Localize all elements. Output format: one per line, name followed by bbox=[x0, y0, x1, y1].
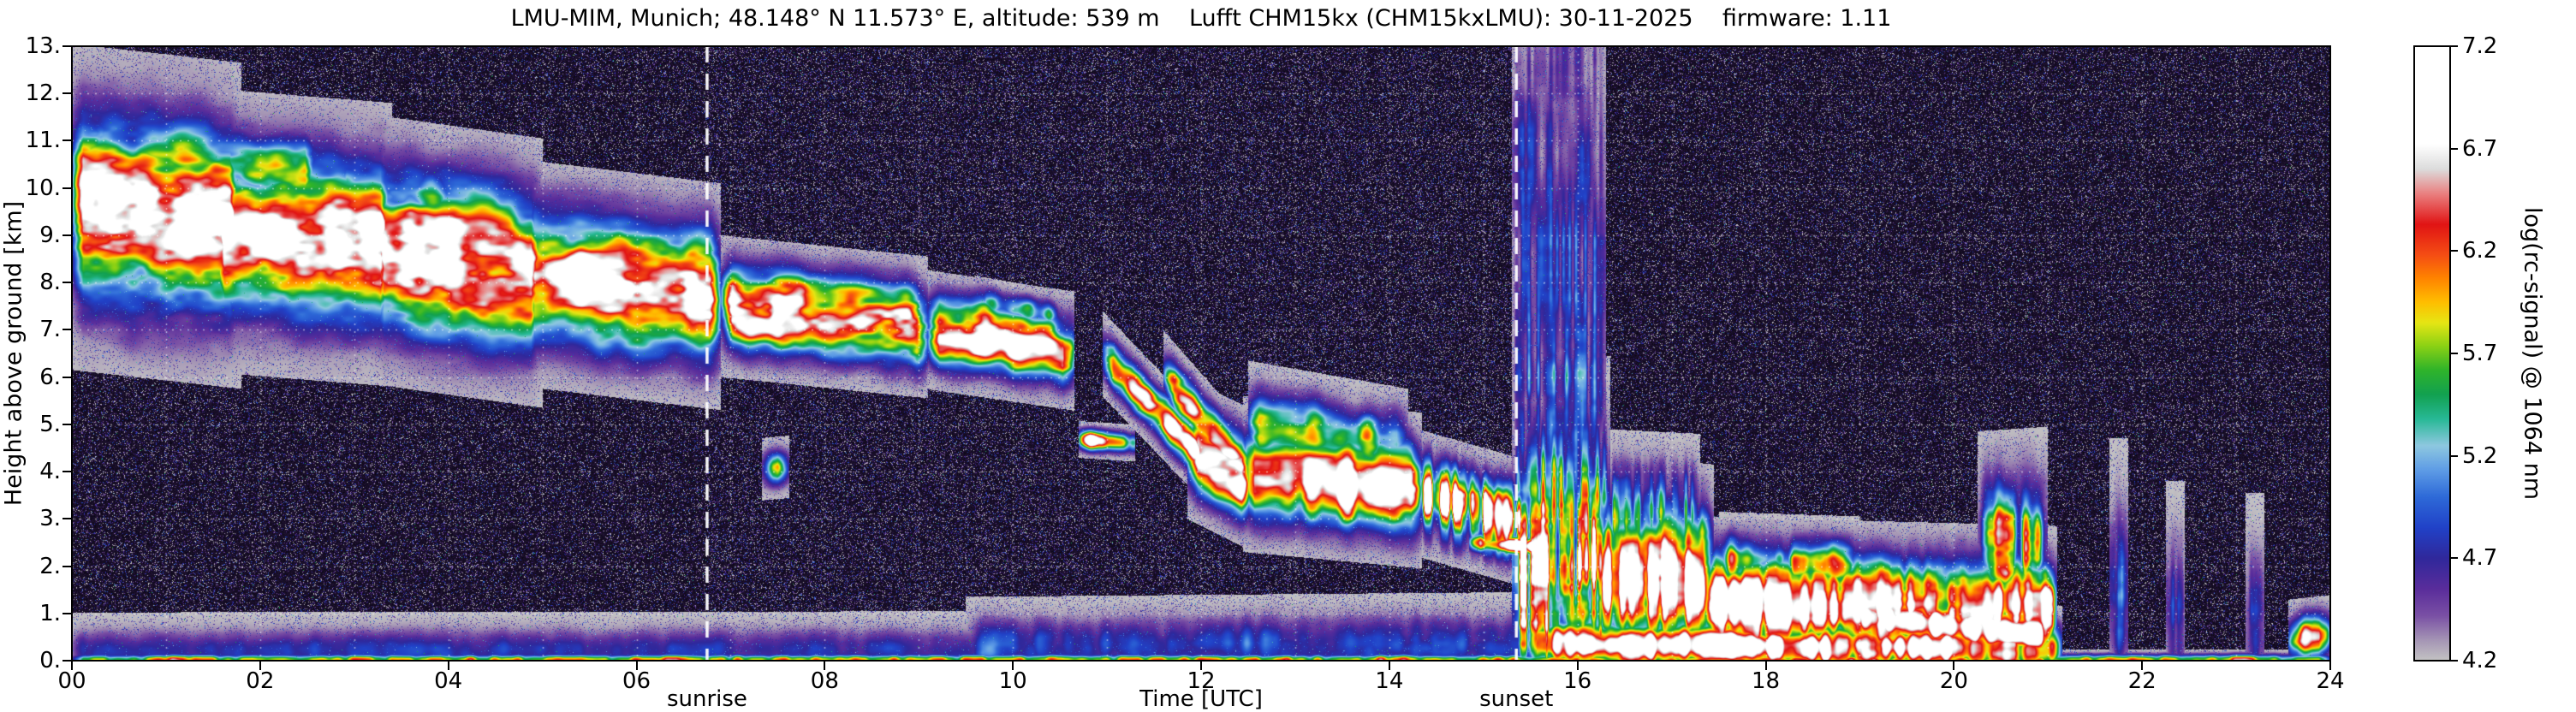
colorbar-canvas bbox=[2414, 46, 2450, 661]
colorbar-tick-mark bbox=[2450, 557, 2458, 559]
colorbar bbox=[2414, 46, 2450, 661]
colorbar-tick-label: 6.7 bbox=[2462, 138, 2497, 160]
x-axis-label: Time [UTC] bbox=[1139, 688, 1263, 710]
colorbar-tick-label: 4.7 bbox=[2462, 547, 2497, 569]
y-tick-mark bbox=[62, 329, 72, 330]
y-tick-mark bbox=[62, 45, 72, 47]
colorbar-tick-mark bbox=[2450, 250, 2458, 252]
colorbar-tick-mark bbox=[2450, 45, 2458, 47]
y-tick-mark bbox=[62, 566, 72, 567]
y-tick-label: 8. bbox=[39, 271, 61, 294]
y-tick-mark bbox=[62, 377, 72, 378]
y-tick-label: 11. bbox=[26, 129, 61, 151]
y-tick-label: 9. bbox=[39, 224, 61, 246]
x-axis-annotation-row: sunrise Time [UTC] sunset bbox=[72, 688, 2330, 707]
colorbar-label: log(rc-signal) @ 1064 nm bbox=[2519, 207, 2546, 500]
sunrise-annotation: sunrise bbox=[667, 688, 747, 710]
heatmap-canvas bbox=[72, 46, 2330, 661]
y-tick-mark bbox=[62, 613, 72, 614]
y-tick-label: 13. bbox=[26, 35, 61, 57]
colorbar-tick-mark bbox=[2450, 455, 2458, 457]
colorbar-tick-label: 6.2 bbox=[2462, 240, 2497, 262]
y-tick-label: 2. bbox=[39, 555, 61, 578]
colorbar-tick-mark bbox=[2450, 148, 2458, 150]
y-tick-label: 5. bbox=[39, 413, 61, 436]
colorbar-tick-mark bbox=[2450, 353, 2458, 354]
y-axis-tick-marks bbox=[62, 46, 72, 661]
y-tick-mark bbox=[62, 139, 72, 141]
colorbar-tick-label: 7.2 bbox=[2462, 35, 2497, 57]
plot-area bbox=[72, 46, 2330, 661]
colorbar-tick-mark bbox=[2450, 660, 2458, 662]
y-tick-mark bbox=[62, 424, 72, 425]
y-tick-label: 4. bbox=[39, 460, 61, 483]
y-tick-label: 1. bbox=[39, 602, 61, 625]
y-tick-label: 6. bbox=[39, 366, 61, 389]
y-tick-label: 7. bbox=[39, 318, 61, 341]
y-tick-label: 3. bbox=[39, 507, 61, 530]
y-axis-tick-labels: 0. 1. 2. 3. 4. 5. 6. 7. 8. 9. 10. 11. 12. 13. bbox=[0, 46, 61, 661]
colorbar-tick-marks bbox=[2450, 46, 2458, 661]
colorbar-tick-label: 4.2 bbox=[2462, 650, 2497, 672]
y-tick-mark bbox=[62, 234, 72, 236]
figure-title: LMU-MIM, Munich; 48.148° N 11.573° E, al… bbox=[72, 5, 2330, 32]
y-tick-label: 12. bbox=[26, 82, 61, 104]
y-tick-label: 10. bbox=[26, 177, 61, 199]
y-tick-mark bbox=[62, 518, 72, 519]
y-tick-mark bbox=[62, 282, 72, 283]
colorbar-tick-label: 5.7 bbox=[2462, 342, 2497, 365]
y-tick-mark bbox=[62, 187, 72, 189]
colorbar-tick-label: 5.2 bbox=[2462, 445, 2497, 467]
colorbar-tick-labels: 4.2 4.7 5.2 5.7 6.2 6.7 7.2 bbox=[2462, 46, 2522, 661]
y-tick-mark bbox=[62, 92, 72, 94]
y-tick-mark bbox=[62, 471, 72, 472]
sunset-annotation: sunset bbox=[1479, 688, 1553, 710]
